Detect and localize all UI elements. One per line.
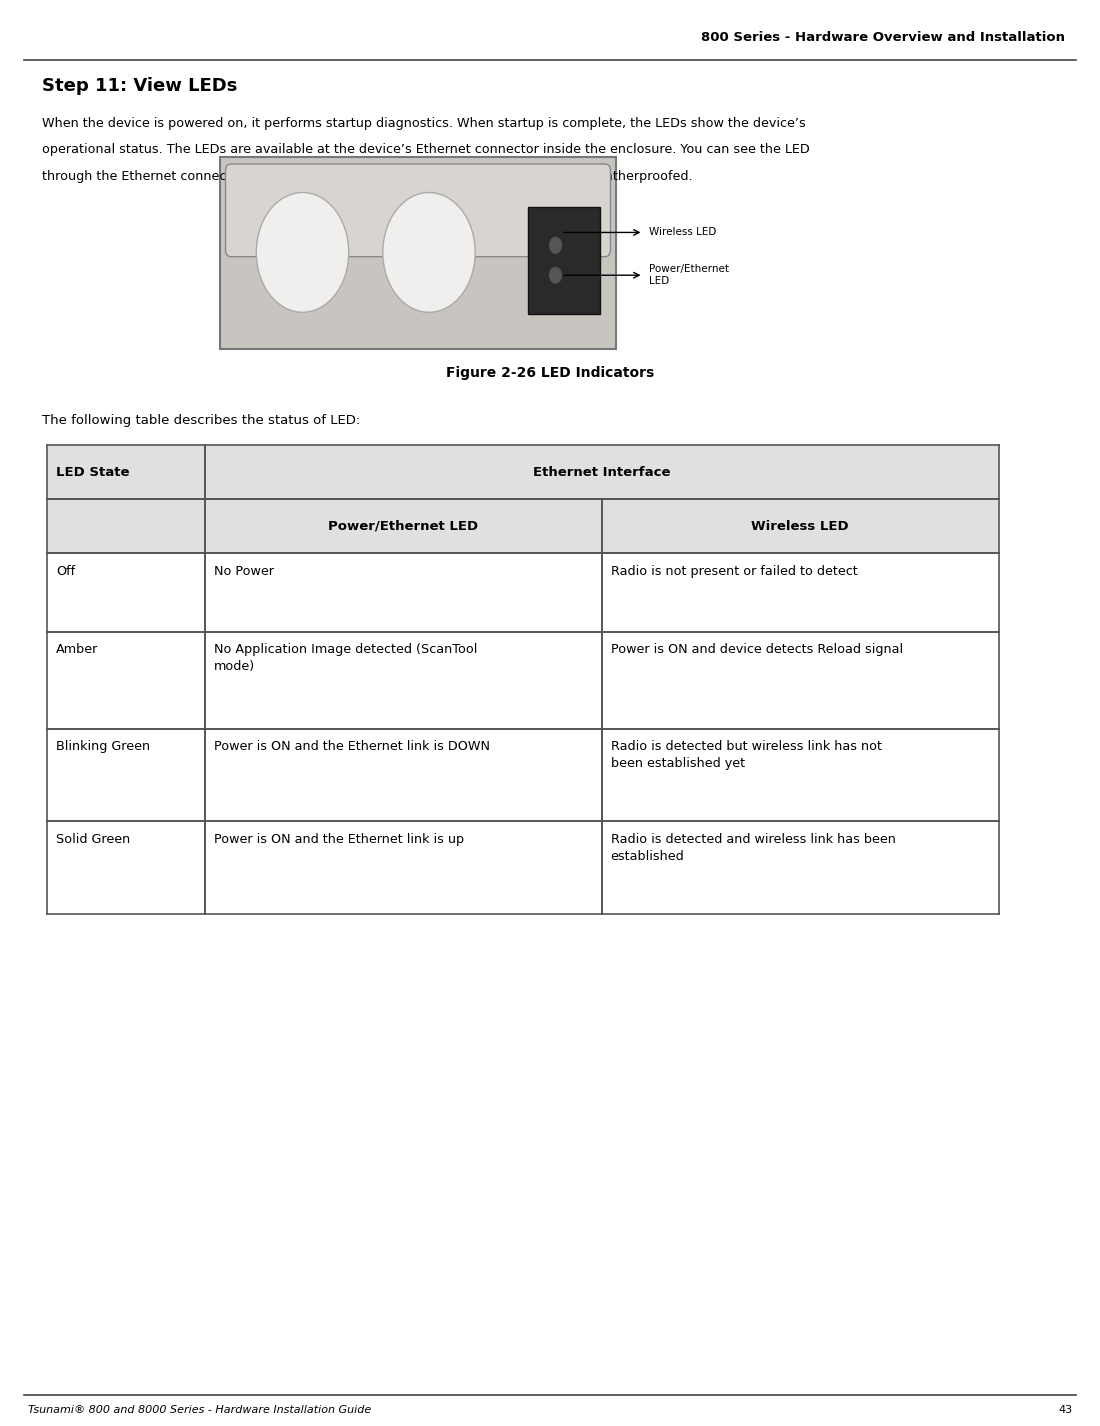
FancyBboxPatch shape [226, 164, 611, 257]
Text: 43: 43 [1058, 1405, 1072, 1415]
Bar [47, 729, 205, 821]
Bar [205, 729, 602, 821]
Text: Tsunami® 800 and 8000 Series - Hardware Installation Guide: Tsunami® 800 and 8000 Series - Hardware … [28, 1405, 371, 1415]
Circle shape [256, 193, 349, 312]
Bar [47, 821, 205, 914]
Circle shape [549, 267, 562, 284]
Text: Step 11: View LEDs: Step 11: View LEDs [42, 77, 238, 96]
Bar [205, 632, 602, 729]
Text: 800 Series - Hardware Overview and Installation: 800 Series - Hardware Overview and Insta… [701, 31, 1065, 44]
Bar [602, 499, 999, 553]
Text: Figure 2-26 LED Indicators: Figure 2-26 LED Indicators [446, 366, 654, 381]
Bar [47, 445, 205, 499]
Text: The following table describes the status of LED:: The following table describes the status… [42, 414, 360, 426]
Text: Radio is detected but wireless link has not
been established yet: Radio is detected but wireless link has … [610, 740, 881, 770]
Text: Wireless LED: Wireless LED [751, 519, 849, 533]
Bar [47, 553, 205, 632]
Text: No Application Image detected (ScanTool
mode): No Application Image detected (ScanTool … [213, 643, 477, 673]
Text: Blinking Green: Blinking Green [56, 740, 151, 753]
Text: Radio is detected and wireless link has been
established: Radio is detected and wireless link has … [610, 833, 895, 863]
Text: Power is ON and device detects Reload signal: Power is ON and device detects Reload si… [610, 643, 903, 656]
Text: Radio is not present or failed to detect: Radio is not present or failed to detect [610, 565, 857, 578]
Text: Off: Off [56, 565, 75, 578]
Text: operational status. The LEDs are available at the device’s Ethernet connector in: operational status. The LEDs are availab… [42, 143, 810, 157]
Text: When the device is powered on, it performs startup diagnostics. When startup is : When the device is powered on, it perfor… [42, 117, 805, 130]
Bar [602, 821, 999, 914]
Bar [47, 499, 205, 553]
Text: Power is ON and the Ethernet link is up: Power is ON and the Ethernet link is up [213, 833, 464, 846]
Text: Ethernet Interface: Ethernet Interface [534, 465, 671, 479]
Circle shape [549, 237, 562, 254]
Text: Amber: Amber [56, 643, 99, 656]
Bar [602, 553, 999, 632]
Text: Power is ON and the Ethernet link is DOWN: Power is ON and the Ethernet link is DOW… [213, 740, 490, 753]
Bar [205, 499, 602, 553]
Text: Power/Ethernet
LED: Power/Ethernet LED [649, 264, 729, 287]
FancyBboxPatch shape [528, 207, 600, 314]
Text: No Power: No Power [213, 565, 274, 578]
Bar [205, 553, 602, 632]
Circle shape [383, 193, 475, 312]
Bar [205, 445, 999, 499]
Text: through the Ethernet connector.  The LEDs will not be visible if the RJ45 connec: through the Ethernet connector. The LEDs… [42, 170, 692, 183]
Text: Power/Ethernet LED: Power/Ethernet LED [329, 519, 478, 533]
Bar [602, 632, 999, 729]
Bar [47, 632, 205, 729]
Text: LED State: LED State [56, 465, 130, 479]
Bar [205, 821, 602, 914]
Text: Wireless LED: Wireless LED [649, 227, 716, 238]
Bar [602, 729, 999, 821]
FancyBboxPatch shape [220, 157, 616, 349]
Text: Solid Green: Solid Green [56, 833, 130, 846]
